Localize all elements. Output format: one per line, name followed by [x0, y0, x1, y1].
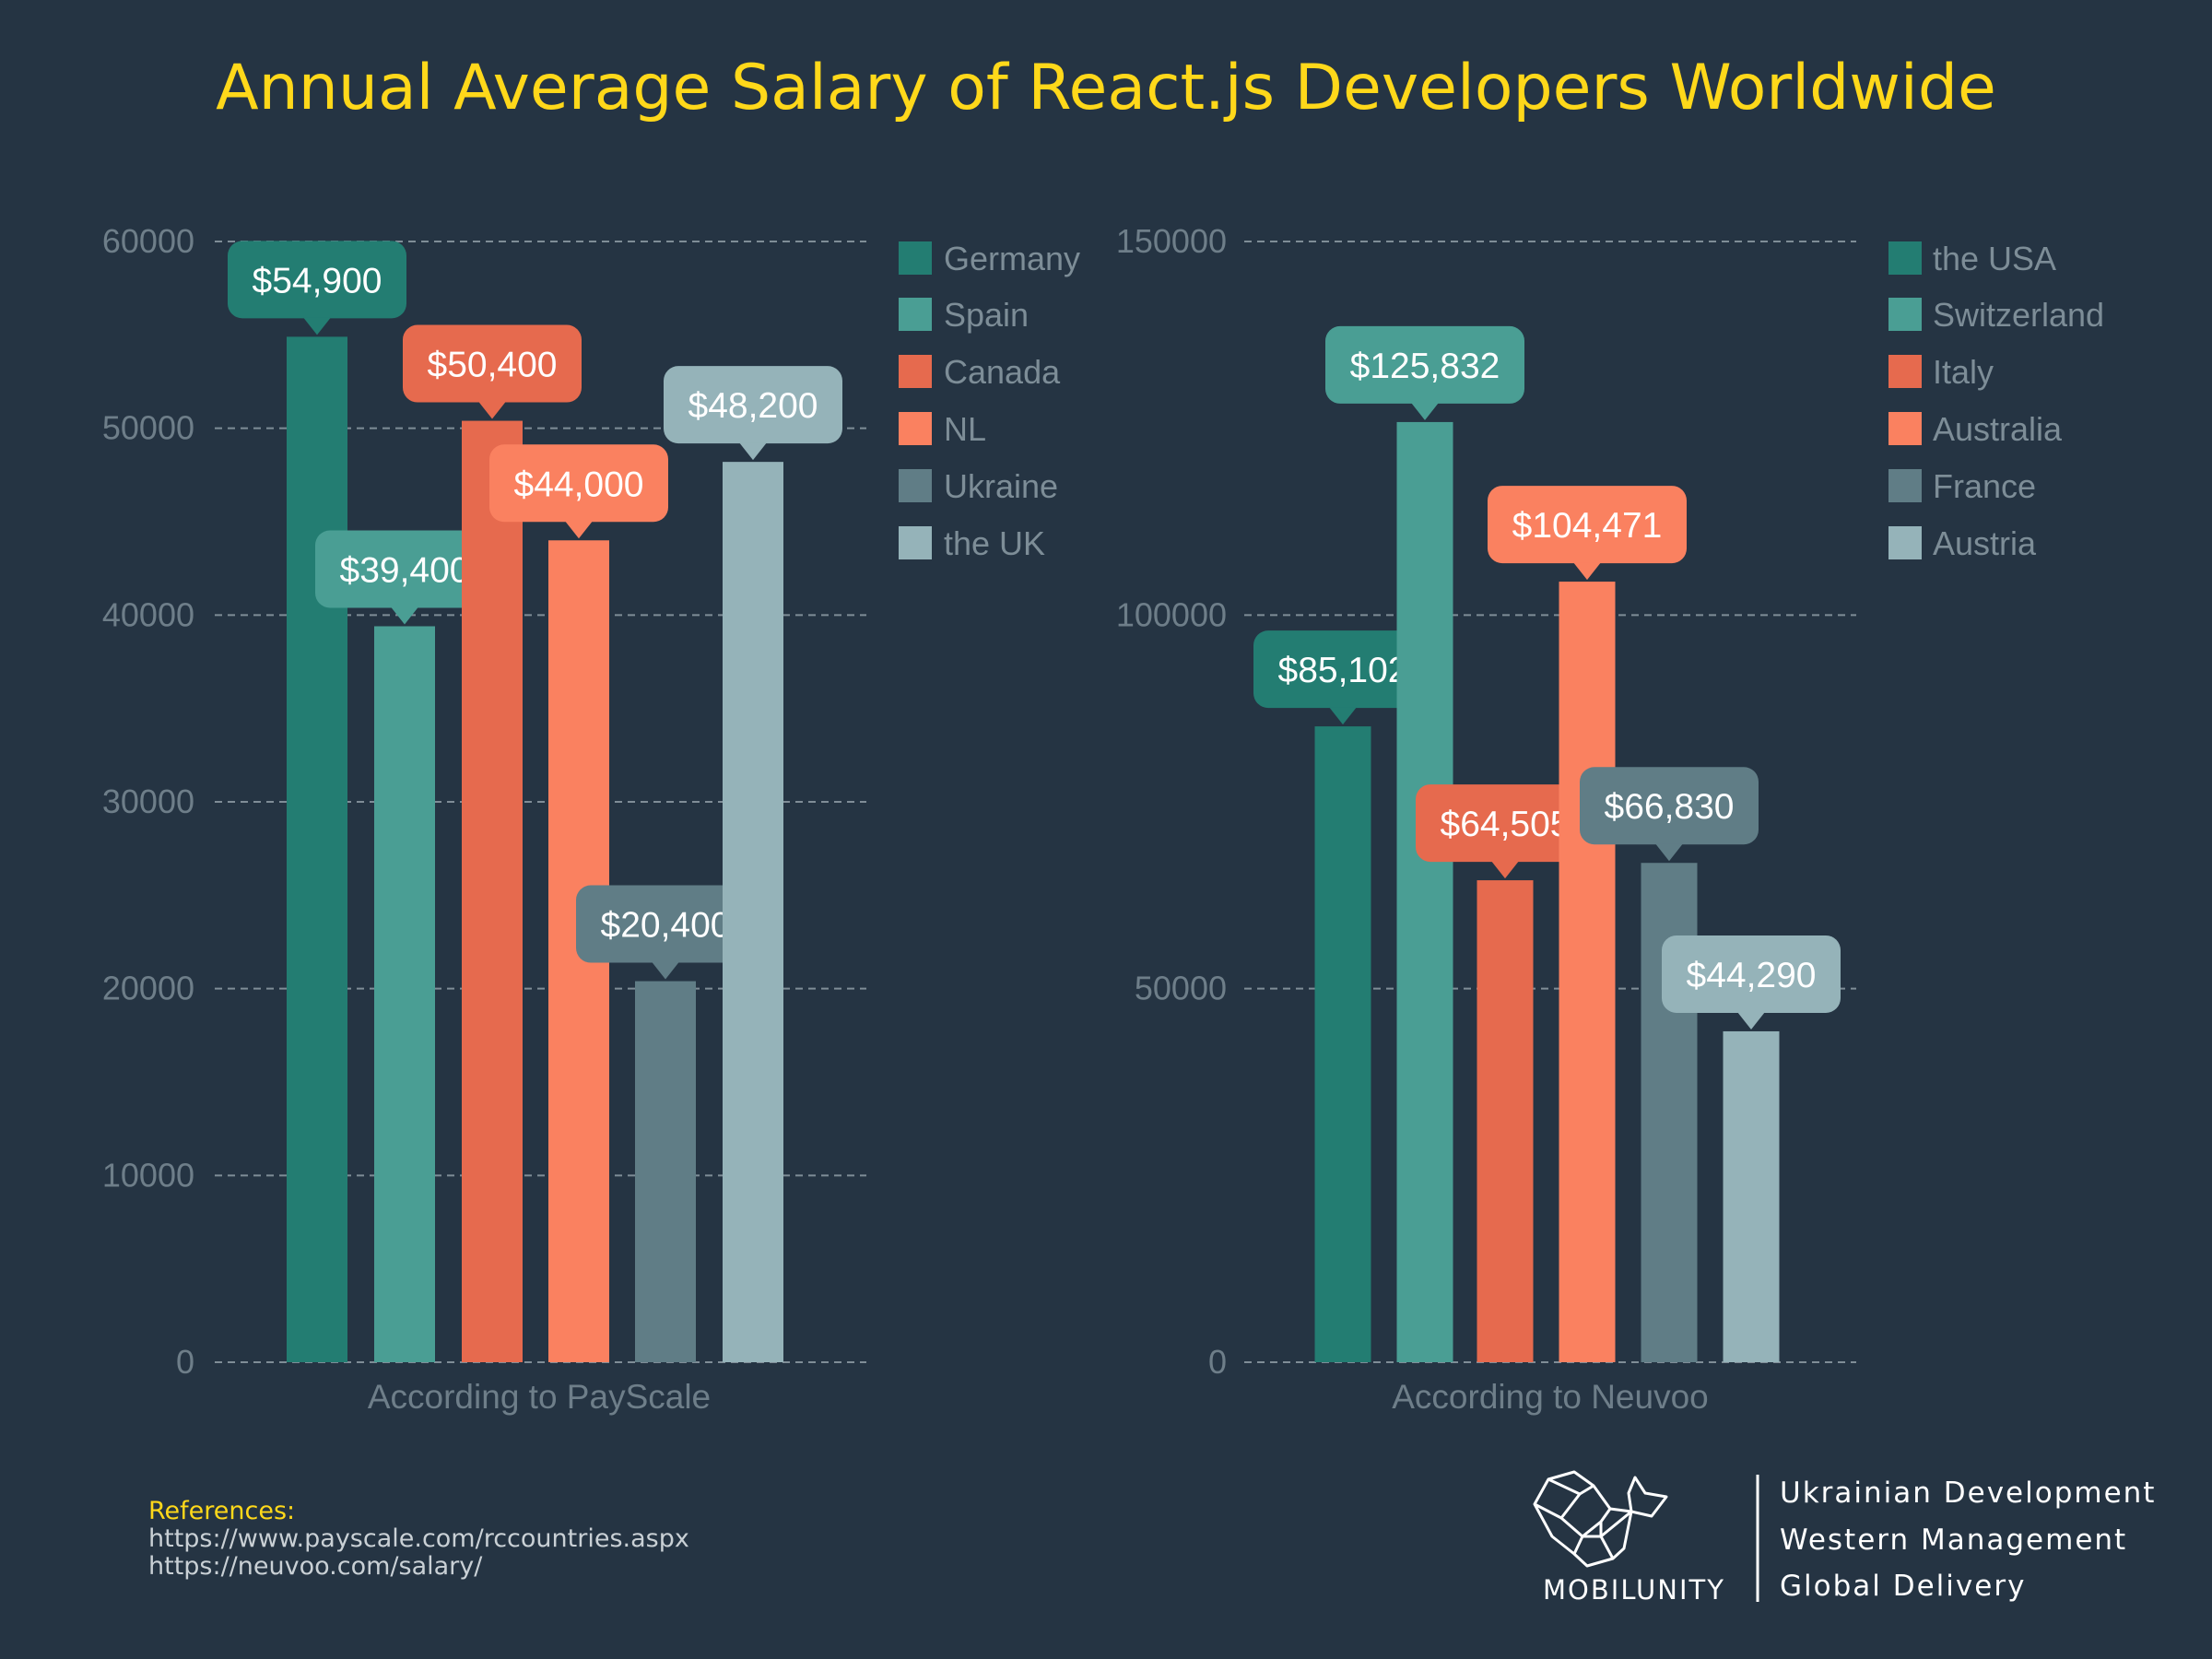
y-tick-label: 0	[176, 1343, 194, 1381]
legend-swatch	[1888, 355, 1922, 388]
legend-label: Canada	[944, 353, 1061, 391]
bar[interactable]	[1396, 421, 1453, 1363]
bar[interactable]	[374, 626, 435, 1362]
mobilunity-logo	[1533, 1470, 1668, 1568]
reference-link[interactable]: https://neuvoo.com/salary/	[148, 1552, 483, 1581]
legend-item[interactable]: the UK	[899, 524, 1045, 562]
legend-swatch	[1888, 298, 1922, 331]
legend-item[interactable]: France	[1888, 467, 2036, 505]
data-label-tooltip: $20,400	[576, 885, 755, 980]
legend-item[interactable]: Spain	[899, 296, 1029, 334]
data-label-tooltip: $44,290	[1662, 935, 1841, 1030]
legend-item[interactable]: Italy	[1888, 353, 1994, 391]
data-label: $104,471	[1512, 506, 1663, 546]
legend-label: the UK	[944, 524, 1045, 562]
y-tick-label: 60000	[102, 222, 194, 260]
legend-label: Switzerland	[1933, 296, 2104, 334]
x-axis-label: According to Neuvoo	[1392, 1378, 1708, 1416]
y-tick-label: 50000	[1135, 970, 1227, 1007]
legend-item[interactable]: Australia	[1888, 410, 2063, 448]
legend-swatch	[1888, 412, 1922, 445]
y-tick-label: 30000	[102, 782, 194, 820]
legend-item[interactable]: Ukraine	[899, 467, 1058, 505]
data-label-tooltip: $54,900	[228, 241, 406, 335]
legend-item[interactable]: Canada	[899, 353, 1061, 391]
y-tick-label: 40000	[102, 595, 194, 633]
bar[interactable]	[723, 462, 783, 1362]
legend-label: NL	[944, 410, 986, 448]
data-label-tooltip: $39,400	[315, 530, 494, 625]
data-label: $50,400	[428, 346, 558, 385]
legend-label: Austria	[1933, 524, 2037, 562]
legend-label: Italy	[1933, 353, 1994, 391]
legend-item[interactable]: Austria	[1888, 524, 2037, 562]
legend-label: Spain	[944, 296, 1029, 334]
logo-text: MOBILUNITY	[1543, 1574, 1725, 1606]
legend-item[interactable]: Switzerland	[1888, 296, 2104, 334]
data-label: $66,830	[1605, 787, 1735, 827]
data-label-tooltip: $48,200	[664, 366, 842, 461]
bar[interactable]	[635, 981, 696, 1362]
data-label: $125,832	[1350, 347, 1500, 386]
data-label-tooltip: $64,505	[1416, 784, 1594, 879]
legend-label: Australia	[1933, 410, 2063, 448]
tagline: Global Delivery	[1780, 1570, 2026, 1603]
references-heading: References:	[148, 1497, 295, 1525]
data-label-tooltip: $104,471	[1488, 486, 1687, 581]
data-label-tooltip: $125,832	[1325, 325, 1524, 420]
y-tick-label: 10000	[102, 1156, 194, 1194]
data-label-tooltip: $50,400	[403, 324, 582, 419]
legend-swatch	[899, 355, 932, 388]
neuvoo-chart: 0 50000 100000 150000 According to Neuvoo $85…	[1116, 222, 2104, 1416]
bar[interactable]	[1477, 880, 1534, 1362]
legend-swatch	[899, 469, 932, 502]
legend-item[interactable]: NL	[899, 410, 986, 448]
legend-swatch	[1888, 526, 1922, 559]
data-label: $85,102	[1278, 651, 1408, 690]
legend-swatch	[1888, 241, 1922, 275]
data-label-tooltip: $85,102	[1253, 630, 1432, 725]
legend-swatch	[899, 526, 932, 559]
bar[interactable]	[1723, 1030, 1780, 1362]
legend-swatch	[899, 241, 932, 275]
legend-label: Ukraine	[944, 467, 1058, 505]
bar[interactable]	[287, 336, 347, 1362]
y-tick-label: 20000	[102, 970, 194, 1007]
data-label: $54,900	[253, 261, 382, 300]
bar[interactable]	[462, 420, 523, 1362]
legend-item[interactable]: Germany	[899, 240, 1080, 277]
data-label: $44,000	[514, 465, 644, 504]
bar[interactable]	[1559, 582, 1616, 1362]
legend-label: France	[1933, 467, 2036, 505]
legend-swatch	[899, 298, 932, 331]
legend-label: the USA	[1933, 240, 2056, 277]
reference-link[interactable]: https://www.payscale.com/rccountries.asp…	[148, 1524, 689, 1553]
payscale-chart: 0 10000 20000 30000 40000 50000 60000 According…	[102, 222, 1080, 1416]
y-tick-label: 150000	[1116, 222, 1227, 260]
data-label: $39,400	[340, 550, 470, 590]
data-label: $44,290	[1687, 956, 1817, 995]
data-label-tooltip: $66,830	[1580, 767, 1759, 862]
y-tick-label: 50000	[102, 409, 194, 447]
data-label-tooltip: $44,000	[489, 444, 668, 539]
legend-swatch	[899, 412, 932, 445]
chart-title: Annual Average Salary of React.js Develo…	[216, 52, 1996, 124]
data-label: $64,505	[1441, 805, 1571, 844]
y-tick-label: 0	[1208, 1343, 1227, 1381]
data-label: $48,200	[688, 386, 818, 426]
bar[interactable]	[1314, 726, 1371, 1362]
legend-swatch	[1888, 469, 1922, 502]
branding: MOBILUNITY Ukrainian Development Western…	[1533, 1470, 2156, 1606]
x-axis-label: According to PayScale	[368, 1378, 711, 1416]
tagline: Western Management	[1780, 1524, 2127, 1557]
data-label: $20,400	[601, 906, 731, 946]
y-tick-label: 100000	[1116, 595, 1227, 633]
legend-item[interactable]: the USA	[1888, 240, 2056, 277]
tagline: Ukrainian Development	[1780, 1477, 2156, 1510]
legend-label: Germany	[944, 240, 1080, 277]
references: References: https://www.payscale.com/rcc…	[148, 1497, 689, 1581]
